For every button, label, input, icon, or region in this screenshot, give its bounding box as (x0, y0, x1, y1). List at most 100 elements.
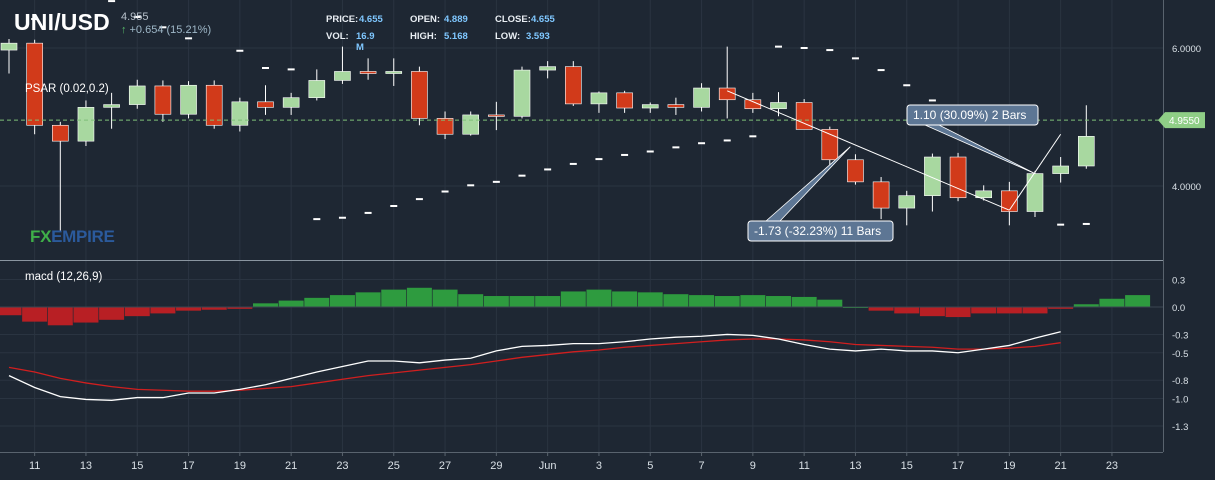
candle (616, 90, 633, 113)
last-price-tag (1158, 112, 1205, 129)
price-tick-label: 4.0000 (1172, 182, 1201, 193)
signal-line (8, 338, 1061, 392)
macd-histogram-bar (329, 295, 355, 307)
macd-histogram-bar (586, 289, 612, 307)
date-tick-label: 23 (336, 460, 348, 472)
date-tick-label: 17 (182, 460, 194, 472)
candle (1078, 105, 1095, 169)
candle-body (924, 156, 941, 196)
candle-body (488, 114, 505, 117)
candle-body (641, 104, 659, 109)
candle (488, 101, 505, 131)
macd-histogram-bar (612, 291, 638, 307)
callout-pointer (924, 124, 1036, 174)
candle-body (257, 101, 274, 108)
ohlc-value: 4.655 (359, 14, 383, 25)
candle-body (154, 85, 172, 115)
candle (334, 46, 351, 84)
macd-histogram-bar (0, 307, 22, 316)
candle-body (513, 69, 531, 117)
candle (667, 97, 685, 115)
candle (949, 152, 967, 202)
date-tick-label: 23 (1106, 460, 1118, 472)
candle-body (795, 102, 813, 130)
candle (847, 154, 864, 185)
macd-tick-label: -1.0 (1172, 395, 1188, 406)
candle (513, 66, 531, 119)
header-price: 4.955 (121, 11, 149, 23)
macd-tick-label: -0.5 (1172, 349, 1188, 360)
date-tick-label: 15 (131, 460, 143, 472)
psar-dots (31, 0, 1090, 226)
macd-histogram-bar (1048, 307, 1074, 309)
candle (51, 121, 69, 231)
macd-tick-label: -1.3 (1172, 422, 1188, 433)
candle-body (411, 71, 428, 119)
ohlc-open: OPEN: 4.889 (410, 14, 468, 25)
date-tick-label: 19 (1003, 460, 1015, 472)
callout-label: -1.73 (-32.23%) 11 Bars (754, 224, 881, 238)
macd-histogram-bar (99, 307, 125, 320)
candle (641, 102, 659, 113)
candle-body (436, 118, 454, 135)
callout-box (906, 104, 1039, 126)
candle-body (26, 42, 43, 126)
date-tick-label: 21 (1055, 460, 1067, 472)
candle-body (539, 66, 556, 71)
candle-body (898, 195, 916, 209)
macd-histogram-bar (1125, 295, 1151, 307)
macd-histogram-bar (355, 292, 381, 307)
macd-histogram-bar (1022, 307, 1048, 314)
date-tick-label: 17 (952, 460, 964, 472)
grid (0, 0, 1163, 452)
macd-histogram-bar (817, 299, 843, 307)
macd-histogram-bar (637, 292, 663, 307)
ohlc-key: OPEN: (410, 14, 441, 25)
price-tick-label: 6.0000 (1172, 44, 1201, 55)
macd-histogram-bar (253, 303, 278, 307)
macd-histogram-bar (714, 296, 740, 307)
candle (128, 79, 146, 109)
candle (385, 58, 403, 86)
psar-indicator-label[interactable]: PSAR (0.02,0.2) (25, 83, 109, 95)
candle-body (667, 104, 685, 108)
candle (821, 126, 839, 167)
macd-histogram-bar (663, 294, 689, 307)
callout-label: 1.10 (30.09%) 2 Bars (913, 108, 1026, 122)
candle (693, 83, 710, 112)
candle (205, 80, 223, 129)
candle-body (564, 66, 582, 105)
macd-histogram-bar (1099, 298, 1125, 307)
macd-histogram (0, 287, 1163, 326)
candle (257, 85, 274, 115)
macd-indicator-label[interactable]: macd (12,26,9) (25, 271, 103, 283)
candle (308, 69, 326, 101)
candle (436, 111, 454, 140)
macd-histogram-bar (560, 291, 586, 307)
candle-body (77, 107, 95, 142)
macd-histogram-bar (73, 307, 99, 323)
date-tick-label: 21 (285, 460, 297, 472)
date-tick-label: 19 (234, 460, 246, 472)
macd-histogram-bar (47, 307, 73, 326)
ohlc-key: HIGH: (410, 31, 437, 42)
date-tick-label: Jun (539, 460, 557, 472)
macd-histogram-bar (201, 307, 227, 310)
change-value: +0.654 (15.21%) (129, 24, 212, 36)
candle (564, 61, 582, 106)
candle-body (770, 102, 787, 110)
date-tick-label: 9 (750, 460, 756, 472)
macd-histogram-bar (22, 307, 48, 322)
candle (180, 81, 197, 119)
macd-histogram-bar (176, 307, 202, 311)
date-tick-label: 25 (388, 460, 400, 472)
header-change: ↑ +0.654 (15.21%) (121, 24, 211, 36)
candles (0, 39, 1095, 231)
ohlc-value: 4.655 (531, 14, 555, 25)
macd-histogram-bar (381, 289, 407, 307)
candle-body (359, 71, 377, 74)
macd-histogram-bar (996, 307, 1022, 314)
candle-body (1026, 173, 1044, 212)
ohlc-value: 5.168 (444, 31, 468, 42)
